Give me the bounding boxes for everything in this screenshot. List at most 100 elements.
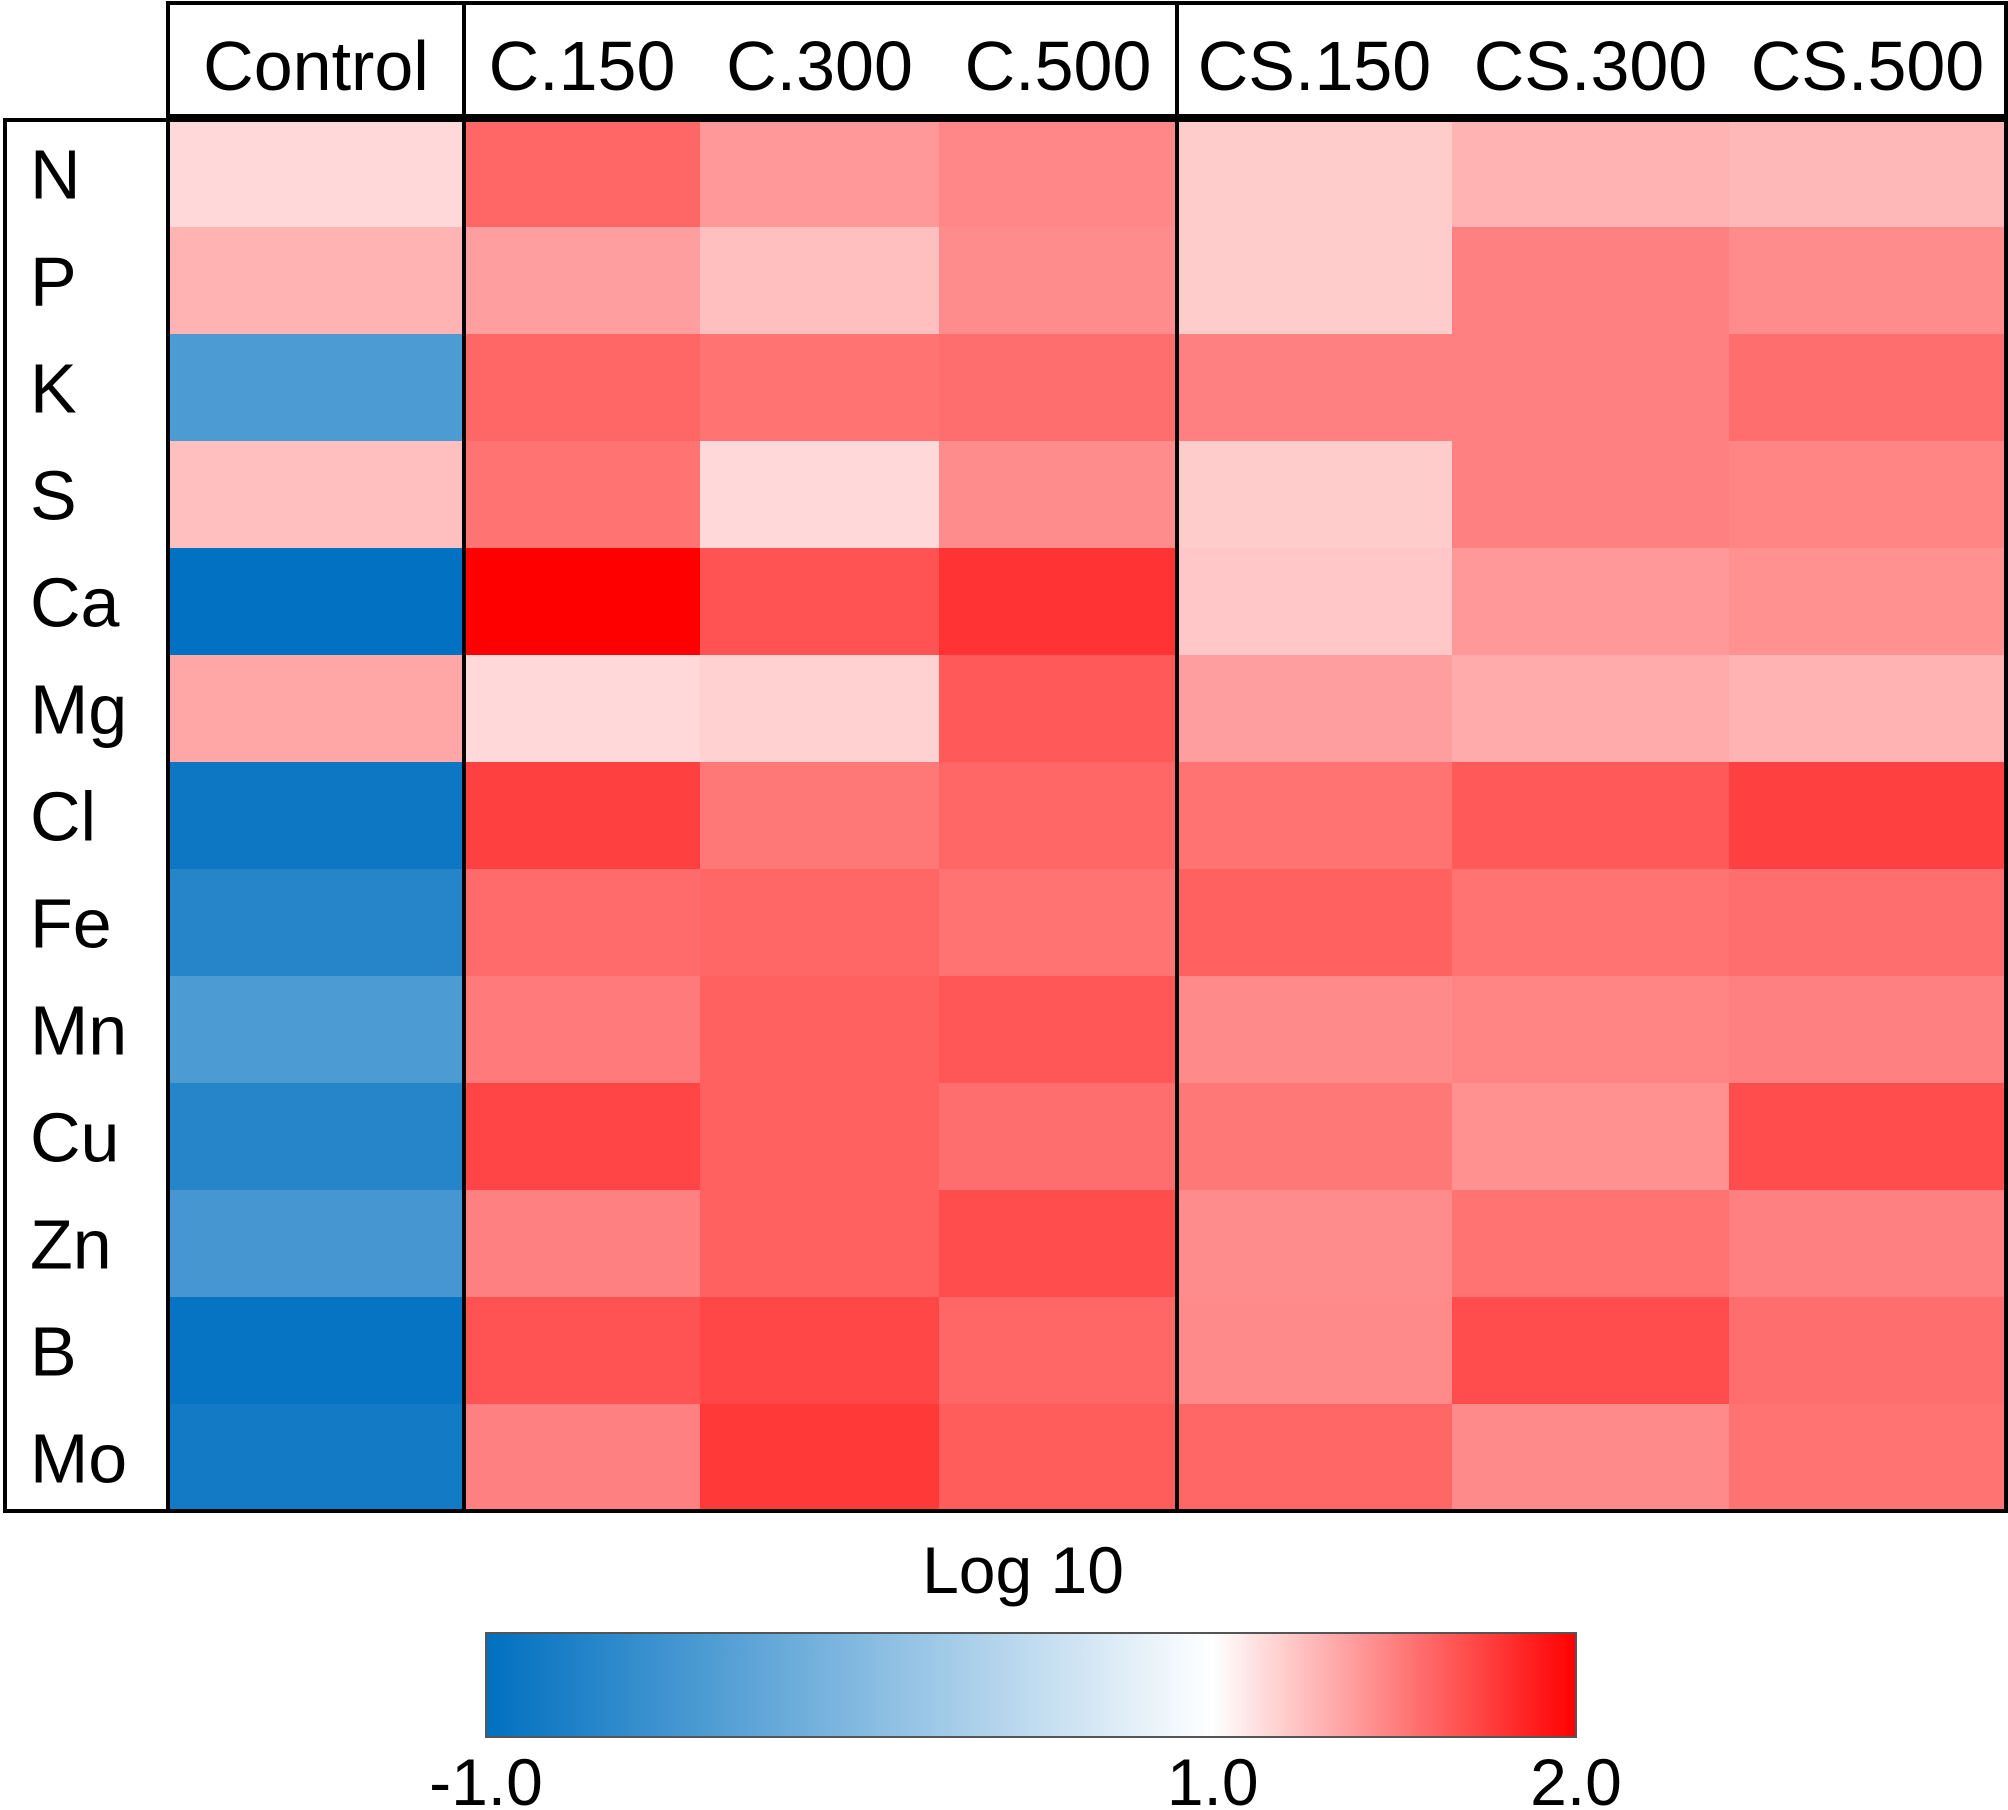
heatmap-cell-p-c300 xyxy=(700,227,939,335)
heatmap-cell-cu-cs300 xyxy=(1452,1083,1729,1191)
heatmap-cell-s-cs150 xyxy=(1177,441,1452,549)
heatmap-cell-k-cs150 xyxy=(1177,334,1452,442)
heatmap-cell-ca-c300 xyxy=(700,548,939,656)
heatmap-cell-mg-cs300 xyxy=(1452,655,1729,763)
heatmap-cell-mg-c500 xyxy=(939,655,1177,763)
heatmap-cell-mn-c300 xyxy=(700,976,939,1084)
column-labels: Control C.150 C.300 C.500 CS.150 CS.300 CS.500 xyxy=(203,27,1984,105)
heatmap-cell-mo-c150 xyxy=(464,1404,700,1512)
heatmap-cell-mn-c500 xyxy=(939,976,1177,1084)
colorbar-tick-label-1: -1.0 xyxy=(429,1745,543,1810)
row-label-s: S xyxy=(30,457,77,535)
heatmap-cell-zn-cs150 xyxy=(1177,1190,1452,1298)
heatmap-frames xyxy=(3,1,2008,1513)
heatmap-cell-k-cs300 xyxy=(1452,334,1729,442)
row-label-cu: Cu xyxy=(30,1099,119,1177)
heatmap-cell-fe-c150 xyxy=(464,869,700,977)
heatmap-cell-cl-cs500 xyxy=(1729,762,2006,870)
heatmap-cell-k-cs500 xyxy=(1729,334,2006,442)
heatmap-cell-cl-c500 xyxy=(939,762,1177,870)
heatmap-cell-mo-cs150 xyxy=(1177,1404,1452,1512)
heatmap-cell-mn-cs300 xyxy=(1452,976,1729,1084)
heatmap-cell-cu-c150 xyxy=(464,1083,700,1191)
heatmap-cell-mg-c300 xyxy=(700,655,939,763)
heatmap-cell-mg-cs500 xyxy=(1729,655,2006,763)
heatmap-cell-cl-cs150 xyxy=(1177,762,1452,870)
column-label-cs500: CS.500 xyxy=(1751,27,1984,105)
heatmap-cell-fe-cs500 xyxy=(1729,869,2006,977)
heatmap-cell-n-c500 xyxy=(939,120,1177,228)
heatmap-cell-k-control xyxy=(168,334,464,442)
heatmap-cell-fe-control xyxy=(168,869,464,977)
row-label-zn: Zn xyxy=(30,1206,112,1284)
heatmap-cell-mg-c150 xyxy=(464,655,700,763)
heatmap-cells xyxy=(168,120,2006,1512)
column-label-c500: C.500 xyxy=(965,27,1152,105)
group-frame-3 xyxy=(1175,118,2008,1513)
row-label-n: N xyxy=(30,136,81,214)
row-label-k: K xyxy=(30,350,77,428)
heatmap-cell-mn-c150 xyxy=(464,976,700,1084)
heatmap-cell-cu-c500 xyxy=(939,1083,1177,1191)
row-label-cl: Cl xyxy=(30,778,96,856)
row-label-frame xyxy=(3,118,170,1513)
heatmap-cell-mo-cs300 xyxy=(1452,1404,1729,1512)
heatmap-cell-s-c300 xyxy=(700,441,939,549)
heatmap-cell-b-cs150 xyxy=(1177,1297,1452,1405)
heatmap-cell-mg-cs150 xyxy=(1177,655,1452,763)
heatmap-cell-b-c500 xyxy=(939,1297,1177,1405)
heatmap-cell-fe-c300 xyxy=(700,869,939,977)
heatmap-cell-s-c150 xyxy=(464,441,700,549)
colorbar-title: Log 10 xyxy=(922,1533,1124,1607)
row-label-ca: Ca xyxy=(30,564,120,642)
column-label-c150: C.150 xyxy=(489,27,676,105)
heatmap-cell-n-cs500 xyxy=(1729,120,2006,228)
heatmap-cell-b-c300 xyxy=(700,1297,939,1405)
column-label-c300: C.300 xyxy=(726,27,913,105)
heatmap-cell-cl-c300 xyxy=(700,762,939,870)
heatmap-cell-zn-c300 xyxy=(700,1190,939,1298)
heatmap-cell-cl-control xyxy=(168,762,464,870)
heatmap-cell-mn-control xyxy=(168,976,464,1084)
heatmap-cell-ca-c150 xyxy=(464,548,700,656)
heatmap-cell-k-c150 xyxy=(464,334,700,442)
heatmap-cell-n-cs150 xyxy=(1177,120,1452,228)
heatmap-cell-p-cs300 xyxy=(1452,227,1729,335)
row-label-p: P xyxy=(30,243,77,321)
heatmap-cell-p-control xyxy=(168,227,464,335)
heatmap-cell-mo-c500 xyxy=(939,1404,1177,1512)
heatmap-cell-mn-cs150 xyxy=(1177,976,1452,1084)
heatmap-cell-cu-cs150 xyxy=(1177,1083,1452,1191)
heatmap-cell-fe-cs150 xyxy=(1177,869,1452,977)
heatmap-cell-n-cs300 xyxy=(1452,120,1729,228)
heatmap-cell-p-c500 xyxy=(939,227,1177,335)
heatmap-cell-zn-cs300 xyxy=(1452,1190,1729,1298)
heatmap-cell-mg-control xyxy=(168,655,464,763)
heatmap-cell-ca-cs500 xyxy=(1729,548,2006,656)
heatmap-cell-ca-cs300 xyxy=(1452,548,1729,656)
row-label-fe: Fe xyxy=(30,885,112,963)
heatmap-cell-n-c300 xyxy=(700,120,939,228)
heatmap-cell-ca-c500 xyxy=(939,548,1177,656)
heatmap-cell-zn-c500 xyxy=(939,1190,1177,1298)
heatmap-cell-b-cs500 xyxy=(1729,1297,2006,1405)
colorbar-tick-labels: -1.0 1.0 2.0 xyxy=(429,1745,1622,1810)
heatmap-cell-ca-cs150 xyxy=(1177,548,1452,656)
heatmap-cell-fe-c500 xyxy=(939,869,1177,977)
heatmap-cell-mo-control xyxy=(168,1404,464,1512)
row-label-mn: Mn xyxy=(30,992,127,1070)
heatmap-cell-k-c500 xyxy=(939,334,1177,442)
heatmap-cell-p-c150 xyxy=(464,227,700,335)
heatmap-cell-s-cs500 xyxy=(1729,441,2006,549)
row-label-mo: Mo xyxy=(30,1420,127,1498)
heatmap-cell-cl-c150 xyxy=(464,762,700,870)
row-label-b: B xyxy=(30,1313,77,1391)
heatmap-cell-cl-cs300 xyxy=(1452,762,1729,870)
heatmap-cell-zn-cs500 xyxy=(1729,1190,2006,1298)
colorbar xyxy=(485,1632,1577,1738)
colorbar-tick-label-2: 1.0 xyxy=(1167,1745,1259,1810)
heatmap-cell-s-cs300 xyxy=(1452,441,1729,549)
heatmap-cell-s-control xyxy=(168,441,464,549)
heatmap-cell-s-c500 xyxy=(939,441,1177,549)
